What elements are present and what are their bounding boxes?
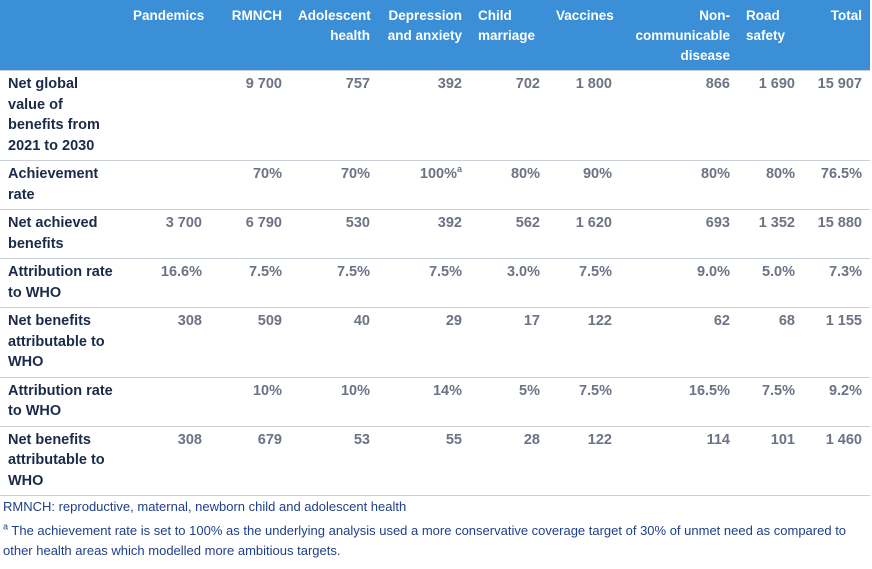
cell-adolescent-health: 53 [290,425,378,496]
cell-child-marriage: 28 [470,425,548,496]
cell-road-safety: 80% [738,160,803,210]
cell-depression-anxiety: 55 [378,425,470,496]
cell-total: 9.2% [803,376,870,426]
cell-child-marriage: 17 [470,307,548,377]
abbreviation-note: RMNCH: reproductive, maternal, newborn c… [3,499,407,514]
cell-vaccines: 90% [548,160,620,210]
cell-ncd: 80% [620,160,738,210]
cell-pandemics [125,70,210,161]
row-label: Net benefits attributable to WHO [0,425,125,496]
row-label: Attribution rate to WHO [0,258,125,308]
cell-child-marriage: 3.0% [470,258,548,308]
header-vaccines: Vaccines [548,0,620,71]
cell-vaccines: 1 620 [548,209,620,259]
cell-total: 15 907 [803,70,870,161]
cell-pandemics: 16.6% [125,258,210,308]
table-row: Attribution rate to WHO 16.6% 7.5% 7.5% … [0,258,870,308]
cell-depression-anxiety: 392 [378,70,470,161]
cell-road-safety: 101 [738,425,803,496]
cell-adolescent-health: 7.5% [290,258,378,308]
cell-adolescent-health: 10% [290,376,378,426]
cell-ncd: 866 [620,70,738,161]
cell-ncd: 9.0% [620,258,738,308]
table-row: Net benefits attributable to WHO 308 679… [0,425,870,496]
header-pandemics: Pandemics [125,0,210,71]
footnote-marker: a [3,521,9,532]
cell-depression-anxiety: 392 [378,209,470,259]
header-rmnch: RMNCH [210,0,290,71]
cell-child-marriage: 562 [470,209,548,259]
cell-pandemics: 308 [125,425,210,496]
cell-child-marriage: 5% [470,376,548,426]
header-depression-anxiety: Depression and anxiety [378,0,470,71]
cell-child-marriage: 80% [470,160,548,210]
header-total: Total [803,0,870,71]
header-ncd: Non-communicable disease [620,0,738,71]
cell-vaccines: 7.5% [548,376,620,426]
header-child-marriage: Child marriage [470,0,548,71]
benefits-table: Pandemics RMNCH Adolescent health Depres… [0,0,870,496]
cell-adolescent-health: 70% [290,160,378,210]
cell-ncd: 16.5% [620,376,738,426]
cell-pandemics: 308 [125,307,210,377]
cell-road-safety: 68 [738,307,803,377]
row-label: Net achieved benefits [0,209,125,259]
footnote: a The achievement rate is set to 100% as… [3,521,869,561]
cell-ncd: 114 [620,425,738,496]
row-label: Achievement rate [0,160,125,210]
header-road-safety: Road safety [738,0,803,71]
cell-depression-anxiety: 100%a [378,160,470,210]
row-label: Attribution rate to WHO [0,376,125,426]
cell-depression-anxiety: 14% [378,376,470,426]
cell-total: 1 460 [803,425,870,496]
table-row: Achievement rate 70% 70% 100%a 80% 90% 8… [0,160,870,210]
cell-total: 76.5% [803,160,870,210]
cell-pandemics: 3 700 [125,209,210,259]
cell-value: 100% [419,166,457,182]
cell-rmnch: 509 [210,307,290,377]
cell-rmnch: 7.5% [210,258,290,308]
cell-vaccines: 122 [548,307,620,377]
cell-rmnch: 10% [210,376,290,426]
cell-vaccines: 7.5% [548,258,620,308]
footnote-marker: a [456,164,462,175]
header-cell-blank [0,0,125,71]
cell-road-safety: 1 690 [738,70,803,161]
cell-vaccines: 122 [548,425,620,496]
cell-total: 1 155 [803,307,870,377]
cell-child-marriage: 702 [470,70,548,161]
cell-pandemics [125,160,210,210]
cell-road-safety: 1 352 [738,209,803,259]
cell-rmnch: 9 700 [210,70,290,161]
table-row: Net global value of benefits from 2021 t… [0,70,870,161]
cell-road-safety: 7.5% [738,376,803,426]
footnote-text: The achievement rate is set to 100% as t… [3,523,847,558]
cell-adolescent-health: 757 [290,70,378,161]
cell-total: 7.3% [803,258,870,308]
table-row: Net achieved benefits 3 700 6 790 530 39… [0,209,870,259]
row-label: Net benefits attributable to WHO [0,307,125,377]
table-row: Attribution rate to WHO 10% 10% 14% 5% 7… [0,376,870,426]
cell-depression-anxiety: 29 [378,307,470,377]
cell-depression-anxiety: 7.5% [378,258,470,308]
cell-rmnch: 70% [210,160,290,210]
cell-road-safety: 5.0% [738,258,803,308]
cell-vaccines: 1 800 [548,70,620,161]
header-row: Pandemics RMNCH Adolescent health Depres… [0,0,870,71]
table-row: Net benefits attributable to WHO 308 509… [0,307,870,377]
cell-ncd: 693 [620,209,738,259]
row-label: Net global value of benefits from 2021 t… [0,70,125,161]
cell-rmnch: 6 790 [210,209,290,259]
cell-pandemics [125,376,210,426]
cell-ncd: 62 [620,307,738,377]
cell-adolescent-health: 40 [290,307,378,377]
header-adolescent-health: Adolescent health [290,0,378,71]
cell-adolescent-health: 530 [290,209,378,259]
cell-total: 15 880 [803,209,870,259]
cell-rmnch: 679 [210,425,290,496]
